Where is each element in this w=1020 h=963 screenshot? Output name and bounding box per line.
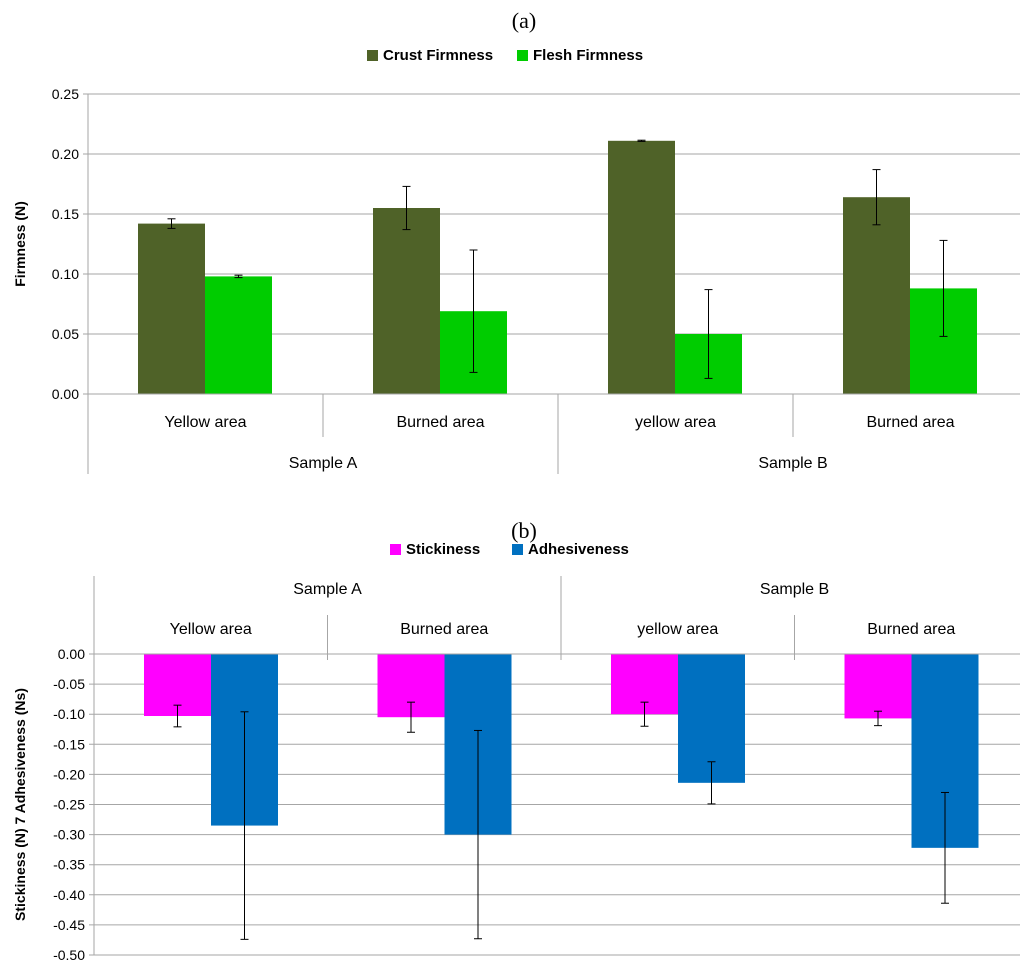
- panel-title: (a): [512, 8, 536, 33]
- category-label: yellow area: [635, 414, 716, 431]
- category-label: Yellow area: [170, 621, 252, 638]
- y-tick-label: -0.20: [53, 766, 85, 782]
- y-tick-label: -0.05: [53, 676, 85, 692]
- y-tick-label: -0.10: [53, 706, 85, 722]
- y-tick-label: 0.10: [52, 266, 79, 282]
- y-tick-label: 0.25: [52, 86, 79, 102]
- y-tick-label: -0.25: [53, 797, 85, 813]
- bar-flesh-firmness: [205, 276, 272, 394]
- legend-swatch-1: [517, 50, 528, 61]
- category-label: Burned area: [866, 414, 954, 431]
- legend-swatch-1: [512, 544, 523, 555]
- y-tick-label: 0.15: [52, 206, 79, 222]
- y-tick-label: -0.35: [53, 857, 85, 873]
- group-label: Sample A: [293, 581, 362, 598]
- group-label: Sample B: [758, 455, 827, 472]
- category-label: Yellow area: [164, 414, 246, 431]
- chart-a: (a) Crust Firmness Flesh Firmness 0.00 0.05 0…: [12, 8, 1020, 474]
- category-label: Burned area: [396, 414, 484, 431]
- category-label: yellow area: [637, 621, 718, 638]
- y-axis-title: Firmness (N): [12, 201, 28, 287]
- y-axis-title: Stickiness (N) 7 Adhesiveness (Ns): [12, 688, 28, 921]
- y-tick-label: 0.00: [52, 386, 79, 402]
- legend-label-1: Adhesiveness: [528, 541, 629, 558]
- group-label: Sample B: [760, 581, 829, 598]
- legend-swatch-0: [390, 544, 401, 555]
- legend-swatch-0: [367, 50, 378, 61]
- y-tick-label: -0.40: [53, 887, 85, 903]
- y-tick-label: -0.50: [53, 947, 85, 963]
- y-tick-label: -0.45: [53, 917, 85, 933]
- y-tick-label: 0.20: [52, 146, 79, 162]
- legend-label-0: Stickiness: [406, 541, 480, 558]
- panel-title: (b): [511, 518, 537, 543]
- bar-crust-firmness: [138, 223, 205, 394]
- legend-label-1: Flesh Firmness: [533, 47, 643, 64]
- y-tick-label: -0.30: [53, 827, 85, 843]
- bar-crust-firmness: [608, 140, 675, 394]
- bar-crust-firmness: [373, 208, 440, 394]
- group-label: Sample A: [289, 455, 358, 472]
- y-tick-label: 0.00: [58, 646, 85, 662]
- y-tick-label: -0.15: [53, 736, 85, 752]
- y-tick-label: 0.05: [52, 326, 79, 342]
- chart-b: (b) Stickiness Adhesiveness 0.00 -0.05 -0.10 -…: [12, 518, 1020, 963]
- bar-stickiness: [844, 654, 912, 719]
- category-label: Burned area: [400, 621, 488, 638]
- bar-crust-firmness: [843, 197, 910, 394]
- legend-label-0: Crust Firmness: [383, 47, 493, 64]
- category-label: Burned area: [867, 621, 955, 638]
